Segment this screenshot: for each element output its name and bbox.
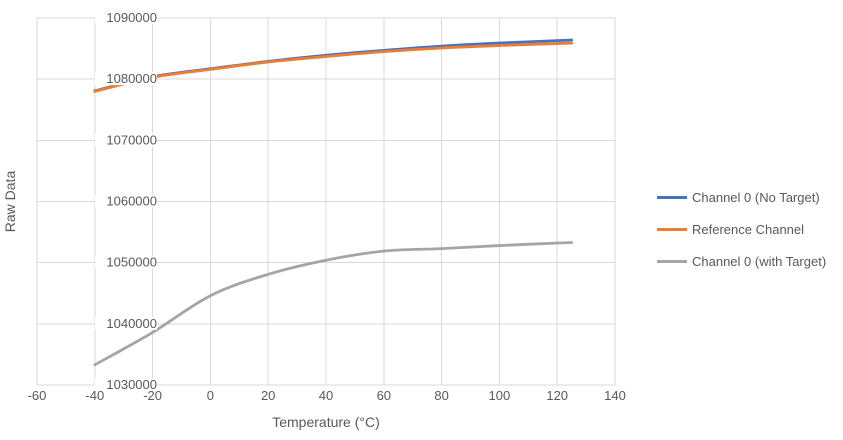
x-tick-label: 60 [377, 388, 391, 403]
y-tick-label-bg [95, 378, 157, 391]
x-tick-label: 40 [319, 388, 333, 403]
x-axis-title: Temperature (°C) [272, 414, 380, 430]
legend-item-reference-channel: Reference Channel [657, 222, 826, 237]
x-tick-label: -20 [143, 388, 162, 403]
y-axis-title: Raw Data [2, 171, 18, 233]
y-tick-label: 1060000 [106, 194, 157, 209]
y-tick-label: 1090000 [106, 10, 157, 25]
x-tick-label: 0 [207, 388, 214, 403]
y-tick-label-bg [95, 194, 157, 208]
legend: Channel 0 (No Target) Reference Channel … [657, 190, 826, 269]
series-line-0 [93, 38, 574, 93]
axis-titles: Temperature (°C) Raw Data [2, 171, 380, 430]
x-tick-label: 80 [434, 388, 448, 403]
y-tick-label-bg [95, 11, 157, 24]
legend-label: Channel 0 (No Target) [692, 190, 820, 205]
x-tick-label: 100 [489, 388, 511, 403]
legend-item-channel0-no-target: Channel 0 (No Target) [657, 190, 826, 205]
series-line-2 [93, 241, 574, 367]
y-tick-label: 1040000 [106, 316, 157, 331]
y-tick-label-bg [95, 72, 157, 86]
y-tick-label-bg [95, 316, 157, 330]
x-tick-label: 20 [261, 388, 275, 403]
x-tick-label: 120 [546, 388, 568, 403]
y-tick-label: 1070000 [106, 132, 157, 147]
legend-line-swatch [657, 260, 687, 263]
legend-item-channel0-with-target: Channel 0 (with Target) [657, 254, 826, 269]
y-tick-label: 1030000 [106, 377, 157, 392]
legend-line-swatch [657, 228, 687, 231]
series-line-1 [93, 41, 574, 93]
legend-line-swatch [657, 196, 687, 199]
legend-label: Reference Channel [692, 222, 805, 237]
y-tick-label: 1080000 [106, 71, 157, 86]
legend-label: Channel 0 (with Target) [692, 254, 827, 269]
axis-tick-labels: -60 -40 -20 0 20 40 60 80 100 120 140 1030000 104000… [28, 10, 626, 403]
x-tick-label: 140 [604, 388, 626, 403]
x-tick-label: -40 [85, 388, 104, 403]
y-tick-label: 1050000 [106, 255, 157, 270]
y-tick-label-bg [95, 133, 157, 147]
x-tick-label: -60 [28, 388, 47, 403]
y-tick-label-bg [95, 255, 157, 269]
